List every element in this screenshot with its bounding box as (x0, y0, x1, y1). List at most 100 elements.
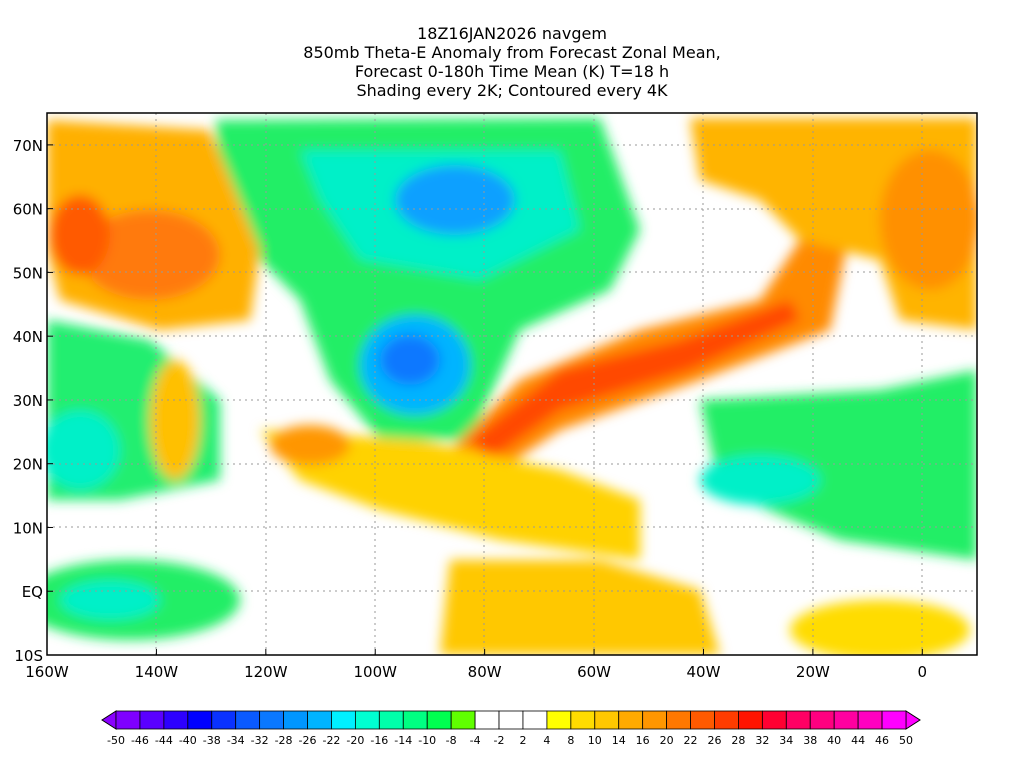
colorbar-label: -44 (155, 734, 173, 747)
colorbar-swatch (307, 710, 332, 730)
colorbar-label: 50 (899, 734, 913, 747)
colorbar-swatch (115, 710, 141, 730)
y-tick-label: 50N (13, 264, 43, 282)
colorbar-swatch (570, 710, 596, 730)
colorbar-swatch (690, 710, 715, 730)
warm-core-atlantic (470, 300, 800, 460)
colorbar-label: 10 (588, 734, 602, 747)
cold-core-hudson-bay (395, 165, 515, 235)
plot-frame (46, 112, 978, 656)
title-line-2: 850mb Theta-E Anomaly from Forecast Zona… (303, 43, 721, 62)
colorbar-swatch (857, 710, 883, 730)
colorbar-label: 8 (567, 734, 574, 747)
y-tick-label: 40N (13, 328, 43, 346)
title-line-1: 18Z16JAN2026 navgem (417, 24, 607, 43)
colorbar-swatch (594, 710, 620, 730)
colorbar-swatch (642, 710, 668, 730)
y-tick-label: EQ (22, 583, 43, 601)
colorbar-swatch (331, 710, 356, 730)
x-tick-label: 120W (244, 663, 288, 681)
colorbar-swatch (283, 710, 308, 730)
x-tick-label: 20W (796, 663, 830, 681)
colorbar-label: -40 (179, 734, 197, 747)
colorbar-label: -2 (494, 734, 505, 747)
colorbar-label: -16 (370, 734, 388, 747)
colorbar-low-triangle (101, 710, 117, 730)
plot-title: 18Z16JAN2026 navgem 850mb Theta-E Anomal… (0, 24, 1024, 100)
colorbar-swatch (450, 710, 476, 730)
colorbar-label: 14 (612, 734, 626, 747)
colorbar-label: -38 (203, 734, 221, 747)
colorbar-swatch (211, 710, 237, 730)
colorbar-label: -34 (227, 734, 245, 747)
x-tick-label: 60W (577, 663, 611, 681)
colorbar-swatch (139, 710, 165, 730)
colorbar-swatch (378, 710, 404, 730)
colorbar-label: 20 (660, 734, 674, 747)
warm-anomaly-south-atlantic (790, 600, 970, 655)
colorbar-label: -26 (299, 734, 317, 747)
colorbar-label: 28 (731, 734, 745, 747)
colorbar-swatch (546, 710, 572, 730)
colorbar-label: -28 (275, 734, 293, 747)
y-tick-label: 10N (13, 519, 43, 537)
colorbar-label: 26 (707, 734, 721, 747)
y-tick-label: 20N (13, 456, 43, 474)
axis-ticks: 160W 140W 120W 100W 80W 60W 40W 20W 0 70N 60N 50N 40… (13, 137, 927, 681)
y-tick-label: 30N (13, 392, 43, 410)
x-tick-label: 140W (135, 663, 179, 681)
colorbar-swatch (714, 710, 739, 730)
colorbar-label: 16 (636, 734, 650, 747)
colorbar-label: 38 (803, 734, 817, 747)
y-tick-label: 70N (13, 137, 43, 155)
colorbar-label: -20 (346, 734, 364, 747)
warm-core-gulf-of-alaska (80, 210, 220, 300)
colorbar-high-triangle (905, 710, 921, 730)
x-tick-label: 160W (25, 663, 69, 681)
cold-anomaly-pacific-tropics (47, 410, 120, 490)
y-tick-label: 10S (14, 647, 43, 665)
title-line-3: Forecast 0-180h Time Mean (K) T=18 h (354, 62, 670, 81)
cold-anomaly-eastern-atlantic (700, 370, 977, 560)
colorbar-label: -14 (394, 734, 412, 747)
colorbar-swatch (833, 710, 859, 730)
colorbar-swatch (259, 710, 284, 730)
title-line-4: Shading every 2K; Contoured every 4K (356, 81, 668, 100)
warm-core-alaska (50, 195, 110, 275)
x-tick-label: 80W (468, 663, 502, 681)
x-tick-label: 0 (918, 663, 928, 681)
colorbar-swatch (235, 710, 261, 730)
x-tick-label: 100W (354, 663, 398, 681)
colorbar-label: -8 (446, 734, 457, 747)
colorbar-swatch (618, 710, 644, 730)
colorbar-swatch (187, 710, 213, 730)
colorbar-label: -32 (251, 734, 269, 747)
colorbar-label: -10 (418, 734, 436, 747)
colorbar-swatch (785, 710, 811, 730)
warm-anomaly-baja (150, 360, 200, 480)
cold-anomaly-cyan-atlantic (700, 455, 820, 505)
colorbar-swatch (163, 710, 189, 730)
colorbar-swatch (498, 710, 524, 730)
shaded-field (47, 113, 977, 655)
y-tick-label: 60N (13, 201, 43, 219)
colorbar-swatch (761, 710, 787, 730)
colorbar-swatch (881, 710, 907, 730)
warm-anomaly-mexico (270, 425, 350, 465)
cold-anomaly-equatorial-cyan (60, 580, 160, 620)
colorbar-swatch (522, 710, 548, 730)
cold-core-central-us (380, 335, 440, 385)
colorbar-label: 40 (827, 734, 841, 747)
colorbar-label: 2 (519, 734, 526, 747)
colorbar-label: 32 (755, 734, 769, 747)
colorbar-label: 34 (779, 734, 793, 747)
colorbar-swatch (809, 710, 835, 730)
colorbar-label: 44 (851, 734, 865, 747)
colorbar-label: -22 (322, 734, 340, 747)
colorbar-label: 4 (543, 734, 550, 747)
colorbar-label: -46 (131, 734, 149, 747)
colorbar-label: 46 (875, 734, 889, 747)
colorbar-swatch (474, 710, 500, 730)
colorbar-swatch (426, 710, 452, 730)
